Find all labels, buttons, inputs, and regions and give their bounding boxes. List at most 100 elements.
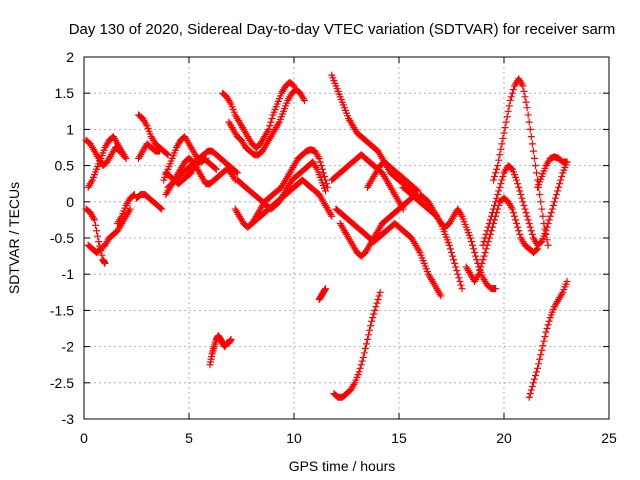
y-tick-label: -2 [62,339,75,355]
data-point [473,256,481,264]
data-point [521,205,529,213]
x-axis-label: GPS time / hours [289,458,396,474]
data-point [502,118,510,126]
data-point [483,227,491,235]
data-point [525,220,533,228]
series-s30 [525,277,571,401]
data-point [126,205,134,213]
y-tick-label: -2.5 [50,375,74,391]
data-point [481,248,489,256]
data-point [164,151,172,159]
data-point [508,205,516,213]
y-axis-label: SDTVAR / TECUs [6,182,22,294]
data-point [522,209,530,217]
data-point [478,259,486,267]
data-point [509,209,517,217]
y-tick-label: 1 [66,121,74,137]
data-points [82,71,571,401]
data-point [446,245,454,253]
data-point [375,292,383,300]
data-point [94,232,102,240]
data-point [539,342,547,350]
data-point [361,344,369,352]
data-point [532,162,539,170]
data-point [437,292,445,300]
data-point [122,154,130,162]
data-point [413,186,421,194]
data-point [514,180,522,188]
x-tick-label: 25 [601,430,617,446]
data-point [516,187,524,195]
data-point [540,337,548,345]
data-point [490,205,497,213]
y-tick-label: -0.5 [50,230,74,246]
data-point [522,98,530,106]
data-point [453,267,461,275]
axis-ticks: 0 5 10 15 20 25 -3 -2.5 -2 -1.5 -1 -0.5 0 0.5 1 1.5 2 [50,49,617,446]
x-tick-label: 20 [496,430,512,446]
data-point [543,236,551,244]
data-point [455,274,463,282]
data-point [316,158,324,166]
data-point [529,379,537,387]
series-s19 [328,151,407,213]
data-point [456,277,464,285]
data-point [536,355,544,363]
data-point [494,162,502,170]
data-point [95,238,103,246]
x-tick-label: 0 [80,430,88,446]
series-s3 [84,133,130,191]
data-point [227,335,235,343]
data-point [519,198,527,206]
data-point [371,306,379,314]
data-point [529,147,537,155]
data-point [547,209,555,217]
data-point [157,204,165,212]
data-point [232,168,240,176]
data-point [528,230,536,238]
y-tick-label: 0.5 [55,158,75,174]
series-s8 [133,191,166,213]
data-point [457,281,465,289]
data-point [289,81,297,89]
series-s13 [219,78,298,151]
data-point [528,140,536,148]
series-s7 [135,140,164,162]
data-point [520,87,528,95]
data-point [525,393,533,401]
data-point [498,176,506,184]
data-point [495,156,503,164]
data-point [322,187,329,195]
data-point [556,180,564,188]
data-point [563,277,571,285]
data-point [501,124,509,132]
y-tick-label: -1 [62,266,75,282]
data-point [450,256,458,264]
data-point [537,351,545,359]
x-tick-label: 10 [286,430,302,446]
data-point [212,165,220,173]
data-point [523,104,531,112]
data-point [480,252,488,260]
data-point [520,201,528,209]
data-point [553,191,560,199]
data-point [492,285,500,293]
data-point [101,259,109,267]
data-point [156,147,164,155]
data-point [516,230,524,238]
data-point [545,317,553,325]
data-point [163,150,171,158]
data-point [496,183,504,191]
data-point [555,183,563,191]
data-point [487,212,495,220]
data-point [500,129,508,137]
data-point [512,216,520,224]
data-point [534,364,542,372]
series-s18 [315,285,329,304]
data-point [538,205,546,213]
data-point [513,176,521,184]
data-point [497,145,505,153]
x-tick-label: 15 [391,430,407,446]
data-point [466,234,474,242]
data-point [527,386,535,394]
